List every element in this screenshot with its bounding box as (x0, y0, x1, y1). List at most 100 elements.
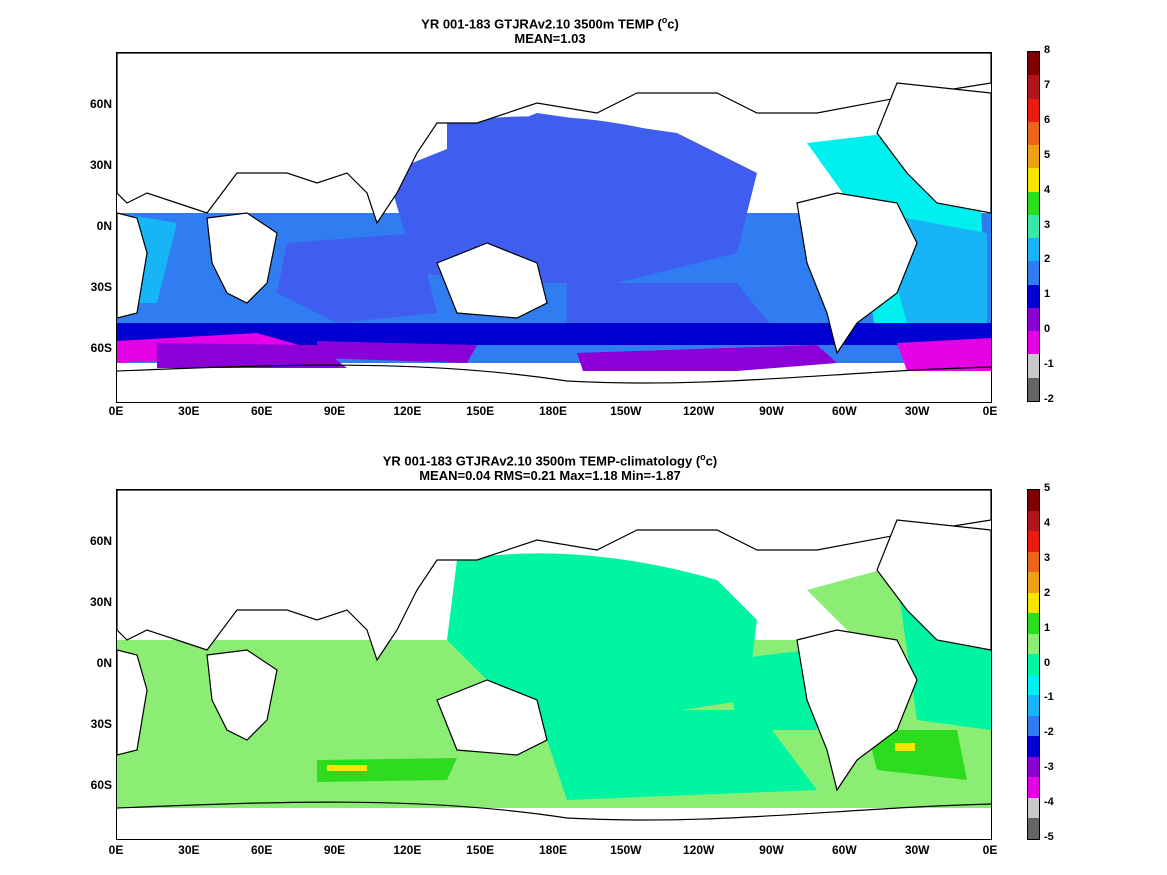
lon-label: 0E (982, 404, 998, 418)
colorbar-segment (1028, 75, 1039, 99)
lon-label: 150E (466, 843, 495, 857)
colorbar-segment (1028, 572, 1039, 593)
colorbar-tick-label: 0 (1044, 656, 1051, 669)
p2-lat-label: 0N (96, 656, 112, 670)
p2-lat-label: 30S (90, 717, 112, 731)
panel2-map-canvas (117, 490, 991, 839)
lon-label: 0E (982, 843, 998, 857)
colorbar-segment (1028, 592, 1039, 614)
panel1-title: YR 001-183 GTJRAv2.10 3500m TEMP (oc) (421, 15, 679, 32)
colorbar-segment (1028, 284, 1039, 308)
p2-pacific-field (447, 553, 757, 720)
p1-northern-land (117, 53, 991, 225)
colorbar-tick-label: 4 (1044, 183, 1051, 196)
panel2-colorbar (1027, 489, 1040, 840)
colorbar-tick-label: 5 (1044, 148, 1051, 161)
colorbar-segment (1028, 377, 1039, 401)
colorbar-segment (1028, 777, 1039, 798)
colorbar-tick-label: 2 (1044, 253, 1051, 266)
colorbar-segment (1028, 797, 1039, 819)
colorbar-tick-label: -1 (1044, 358, 1054, 371)
colorbar-segment (1028, 715, 1039, 737)
colorbar-segment (1028, 756, 1039, 778)
colorbar-segment (1028, 490, 1039, 511)
colorbar-segment (1028, 510, 1039, 532)
p1-lat-label: 60S (90, 341, 112, 355)
colorbar-segment (1028, 674, 1039, 696)
colorbar-tick-label: -5 (1044, 831, 1054, 843)
p2-lat-label: 60N (89, 534, 112, 548)
lon-label: 120W (682, 404, 715, 418)
p1-africa-east (206, 212, 278, 304)
p1-lat-label: 60N (89, 97, 112, 111)
colorbar-segment (1028, 52, 1039, 76)
lon-label: 90E (323, 843, 346, 857)
p2-antarctica (117, 808, 991, 839)
colorbar-tick-label: 3 (1044, 218, 1051, 231)
p1-australia (436, 242, 548, 319)
p2-lat-label: 60S (90, 778, 112, 792)
colorbar-tick-label: -3 (1044, 761, 1054, 774)
colorbar-segment (1028, 121, 1039, 146)
panel1-colorbar (1027, 51, 1040, 402)
colorbar-segment (1028, 633, 1039, 655)
p1-lat-label: 30S (90, 280, 112, 294)
colorbar-segment (1028, 331, 1039, 355)
p1-antarctica (117, 371, 991, 402)
colorbar-tick-label: 7 (1044, 78, 1051, 91)
lon-label: 60E (250, 843, 273, 857)
colorbar-segment (1028, 551, 1039, 573)
colorbar-segment (1028, 261, 1039, 285)
lon-label: 30W (904, 843, 930, 857)
colorbar-tick-label: 4 (1044, 516, 1051, 529)
colorbar-tick-label: 0 (1044, 323, 1051, 336)
colorbar-segment (1028, 613, 1039, 634)
panel1-subtitle: MEAN=1.03 (514, 31, 586, 46)
lon-label: 60W (831, 843, 857, 857)
colorbar-segment (1028, 238, 1039, 262)
p2-atlantic-warm (867, 730, 967, 780)
lon-label: 30E (178, 843, 200, 857)
panel2-title: YR 001-183 GTJRAv2.10 3500m TEMP-climato… (382, 452, 718, 469)
colorbar-tick-label: 5 (1044, 482, 1051, 494)
panel2-subtitle: MEAN=0.04 RMS=0.21 Max=1.18 Min=-1.87 (419, 468, 681, 483)
p2-africa-east (206, 649, 278, 741)
panel2-map (116, 489, 992, 840)
p2-northern-land (117, 490, 991, 662)
colorbar-segment (1028, 98, 1039, 122)
lon-label: 180E (538, 843, 568, 857)
colorbar-segment (1028, 354, 1039, 378)
lon-label: 90W (759, 843, 784, 857)
colorbar-tick-label: 6 (1044, 113, 1051, 126)
colorbar-segment (1028, 654, 1039, 675)
colorbar-tick-label: -1 (1044, 691, 1054, 704)
lon-label: 150E (466, 404, 495, 418)
colorbar-segment (1028, 818, 1039, 839)
colorbar-segment (1028, 531, 1039, 552)
lon-label: 60E (250, 404, 273, 418)
p1-lat-label: 0N (96, 219, 112, 233)
colorbar-tick-label: 2 (1044, 586, 1051, 599)
colorbar-tick-label: -4 (1044, 796, 1054, 809)
p2-australia (436, 679, 548, 756)
colorbar-segment (1028, 736, 1039, 757)
colorbar-segment (1028, 191, 1039, 215)
lon-label: 180E (538, 404, 568, 418)
lon-label: 120E (393, 404, 422, 418)
lon-label: 0E (108, 404, 124, 418)
panel1-map-canvas (117, 53, 991, 402)
colorbar-segment (1028, 307, 1039, 332)
lon-label: 90W (759, 404, 784, 418)
colorbar-tick-label: 3 (1044, 551, 1051, 564)
lon-label: 30E (178, 404, 200, 418)
lon-label: 150W (610, 404, 642, 418)
colorbar-segment (1028, 214, 1039, 239)
p1-antarctic-band (117, 323, 991, 345)
p1-indian-field (277, 233, 437, 323)
p1-lat-label: 30N (89, 158, 112, 172)
colorbar-tick-label: 1 (1044, 621, 1051, 634)
lon-label: 120W (682, 843, 715, 857)
colorbar-segment (1028, 695, 1039, 716)
colorbar-segment (1028, 168, 1039, 192)
colorbar-tick-label: 8 (1044, 44, 1051, 56)
